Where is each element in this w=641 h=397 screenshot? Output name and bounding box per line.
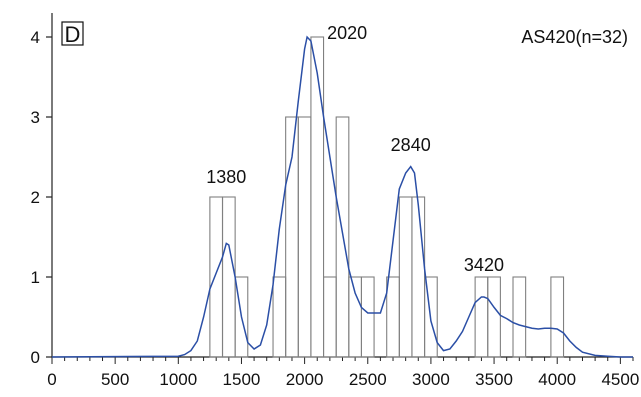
histogram-bar bbox=[209, 196, 224, 358]
histogram-bars bbox=[209, 36, 565, 358]
x-tick-label: 0 bbox=[47, 370, 56, 389]
histogram-bar bbox=[424, 276, 438, 358]
histogram-bar bbox=[411, 196, 426, 358]
histogram-bar bbox=[310, 36, 325, 358]
sample-label: AS420(n=32) bbox=[521, 27, 628, 47]
histogram-bar bbox=[234, 276, 249, 358]
peak-label: 1380 bbox=[206, 167, 246, 187]
y-tick-label: 3 bbox=[31, 108, 40, 127]
histogram-bar bbox=[297, 116, 312, 358]
histogram-bar bbox=[360, 276, 375, 358]
histogram-bar bbox=[474, 276, 489, 358]
histogram-bar bbox=[550, 276, 565, 358]
y-tick-label: 2 bbox=[31, 188, 40, 207]
x-tick-label: 1000 bbox=[159, 370, 197, 389]
x-tick-label: 1500 bbox=[223, 370, 261, 389]
x-tick-label: 2500 bbox=[349, 370, 387, 389]
density-curve bbox=[51, 35, 633, 358]
x-tick-label: 2000 bbox=[286, 370, 324, 389]
x-tick-label: 500 bbox=[101, 370, 129, 389]
peak-label: 2840 bbox=[391, 135, 431, 155]
histogram-bar bbox=[272, 276, 287, 358]
x-tick-label: 4000 bbox=[538, 370, 576, 389]
panel-label-box bbox=[61, 21, 84, 46]
y-tick-label: 0 bbox=[31, 348, 40, 367]
histogram-bar bbox=[348, 276, 362, 358]
y-tick-label: 1 bbox=[31, 268, 40, 287]
x-tick-label: 4500 bbox=[601, 370, 639, 389]
histogram-bar bbox=[386, 276, 400, 358]
histogram-bar bbox=[221, 196, 236, 358]
x-tick-label: 3500 bbox=[475, 370, 513, 389]
histogram-bar bbox=[398, 196, 413, 358]
peak-label: 3420 bbox=[464, 255, 504, 275]
y-tick-label: 4 bbox=[31, 28, 40, 47]
histogram-bar bbox=[487, 276, 501, 358]
x-tick-label: 3000 bbox=[412, 370, 450, 389]
histogram-bar bbox=[323, 276, 337, 358]
peak-labels: 1380 2020 2840 3420 bbox=[206, 23, 504, 275]
axes-layer: 0 1 2 3 4 0 500 1000 1500 2000 2500 3000 3500 4000 450… bbox=[31, 13, 639, 389]
histogram-bar bbox=[335, 116, 350, 358]
peak-label: 2020 bbox=[327, 23, 367, 43]
panel-label: D bbox=[65, 22, 81, 47]
histogram-bar bbox=[512, 276, 527, 358]
